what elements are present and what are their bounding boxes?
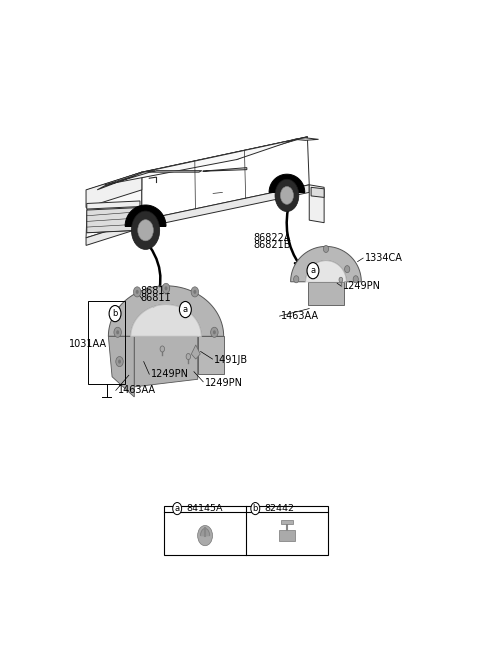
Text: 86822A: 86822A [253,233,291,243]
Text: 1249PN: 1249PN [151,369,189,379]
Polygon shape [142,137,309,220]
Circle shape [136,290,139,294]
Circle shape [198,525,213,546]
Polygon shape [88,137,307,190]
Polygon shape [97,171,155,190]
Circle shape [191,287,199,297]
Polygon shape [108,286,224,337]
Text: b: b [112,309,118,318]
Circle shape [118,359,121,363]
Polygon shape [134,337,198,387]
Circle shape [193,290,196,294]
Circle shape [132,211,160,249]
Text: a: a [183,305,188,314]
Circle shape [324,245,329,253]
Polygon shape [87,201,140,209]
Text: 1249PN: 1249PN [343,281,381,291]
Bar [164,506,328,554]
Text: 84145A: 84145A [186,504,223,513]
Circle shape [116,357,123,367]
Text: 1334CA: 1334CA [365,253,403,263]
Circle shape [307,262,319,279]
Circle shape [138,220,153,241]
Polygon shape [201,529,210,535]
Circle shape [251,502,260,515]
Polygon shape [87,207,140,233]
Polygon shape [86,172,142,238]
Polygon shape [294,138,319,140]
Polygon shape [290,247,361,282]
Circle shape [186,354,191,359]
Text: b: b [252,504,258,513]
Circle shape [345,266,350,273]
Bar [281,520,292,524]
Text: 1031AA: 1031AA [69,339,108,349]
Text: 1491JB: 1491JB [215,355,249,365]
Text: 86811: 86811 [140,293,170,304]
Circle shape [280,186,293,204]
Text: 1463AA: 1463AA [118,385,156,396]
Circle shape [109,306,121,321]
Polygon shape [198,337,224,374]
Circle shape [114,327,121,337]
Polygon shape [86,172,142,207]
Polygon shape [125,205,166,226]
Circle shape [211,327,218,337]
Text: 86812: 86812 [140,286,171,296]
Circle shape [133,287,141,297]
Polygon shape [131,304,202,337]
Polygon shape [311,188,324,197]
Circle shape [294,276,299,283]
Circle shape [116,330,119,335]
Text: a: a [311,266,315,275]
Circle shape [180,302,192,318]
Polygon shape [308,282,344,304]
Circle shape [339,277,343,282]
Polygon shape [203,168,247,171]
Text: 1249PN: 1249PN [205,378,243,388]
Polygon shape [305,260,347,282]
Text: a: a [175,504,180,513]
Polygon shape [105,139,296,185]
Text: 82442: 82442 [264,504,295,513]
Polygon shape [149,171,202,172]
Text: 86821B: 86821B [253,240,291,251]
Circle shape [173,502,181,515]
Circle shape [213,330,216,335]
Polygon shape [108,337,134,397]
Bar [88,301,125,384]
Polygon shape [269,174,305,192]
Circle shape [160,346,165,352]
Text: 1463AA: 1463AA [281,311,319,321]
Circle shape [275,179,299,212]
Circle shape [165,286,168,291]
Polygon shape [142,185,309,228]
Polygon shape [86,220,142,245]
Circle shape [162,283,170,293]
Bar [279,529,295,541]
Polygon shape [192,345,200,359]
Polygon shape [309,185,324,222]
Circle shape [353,276,359,283]
